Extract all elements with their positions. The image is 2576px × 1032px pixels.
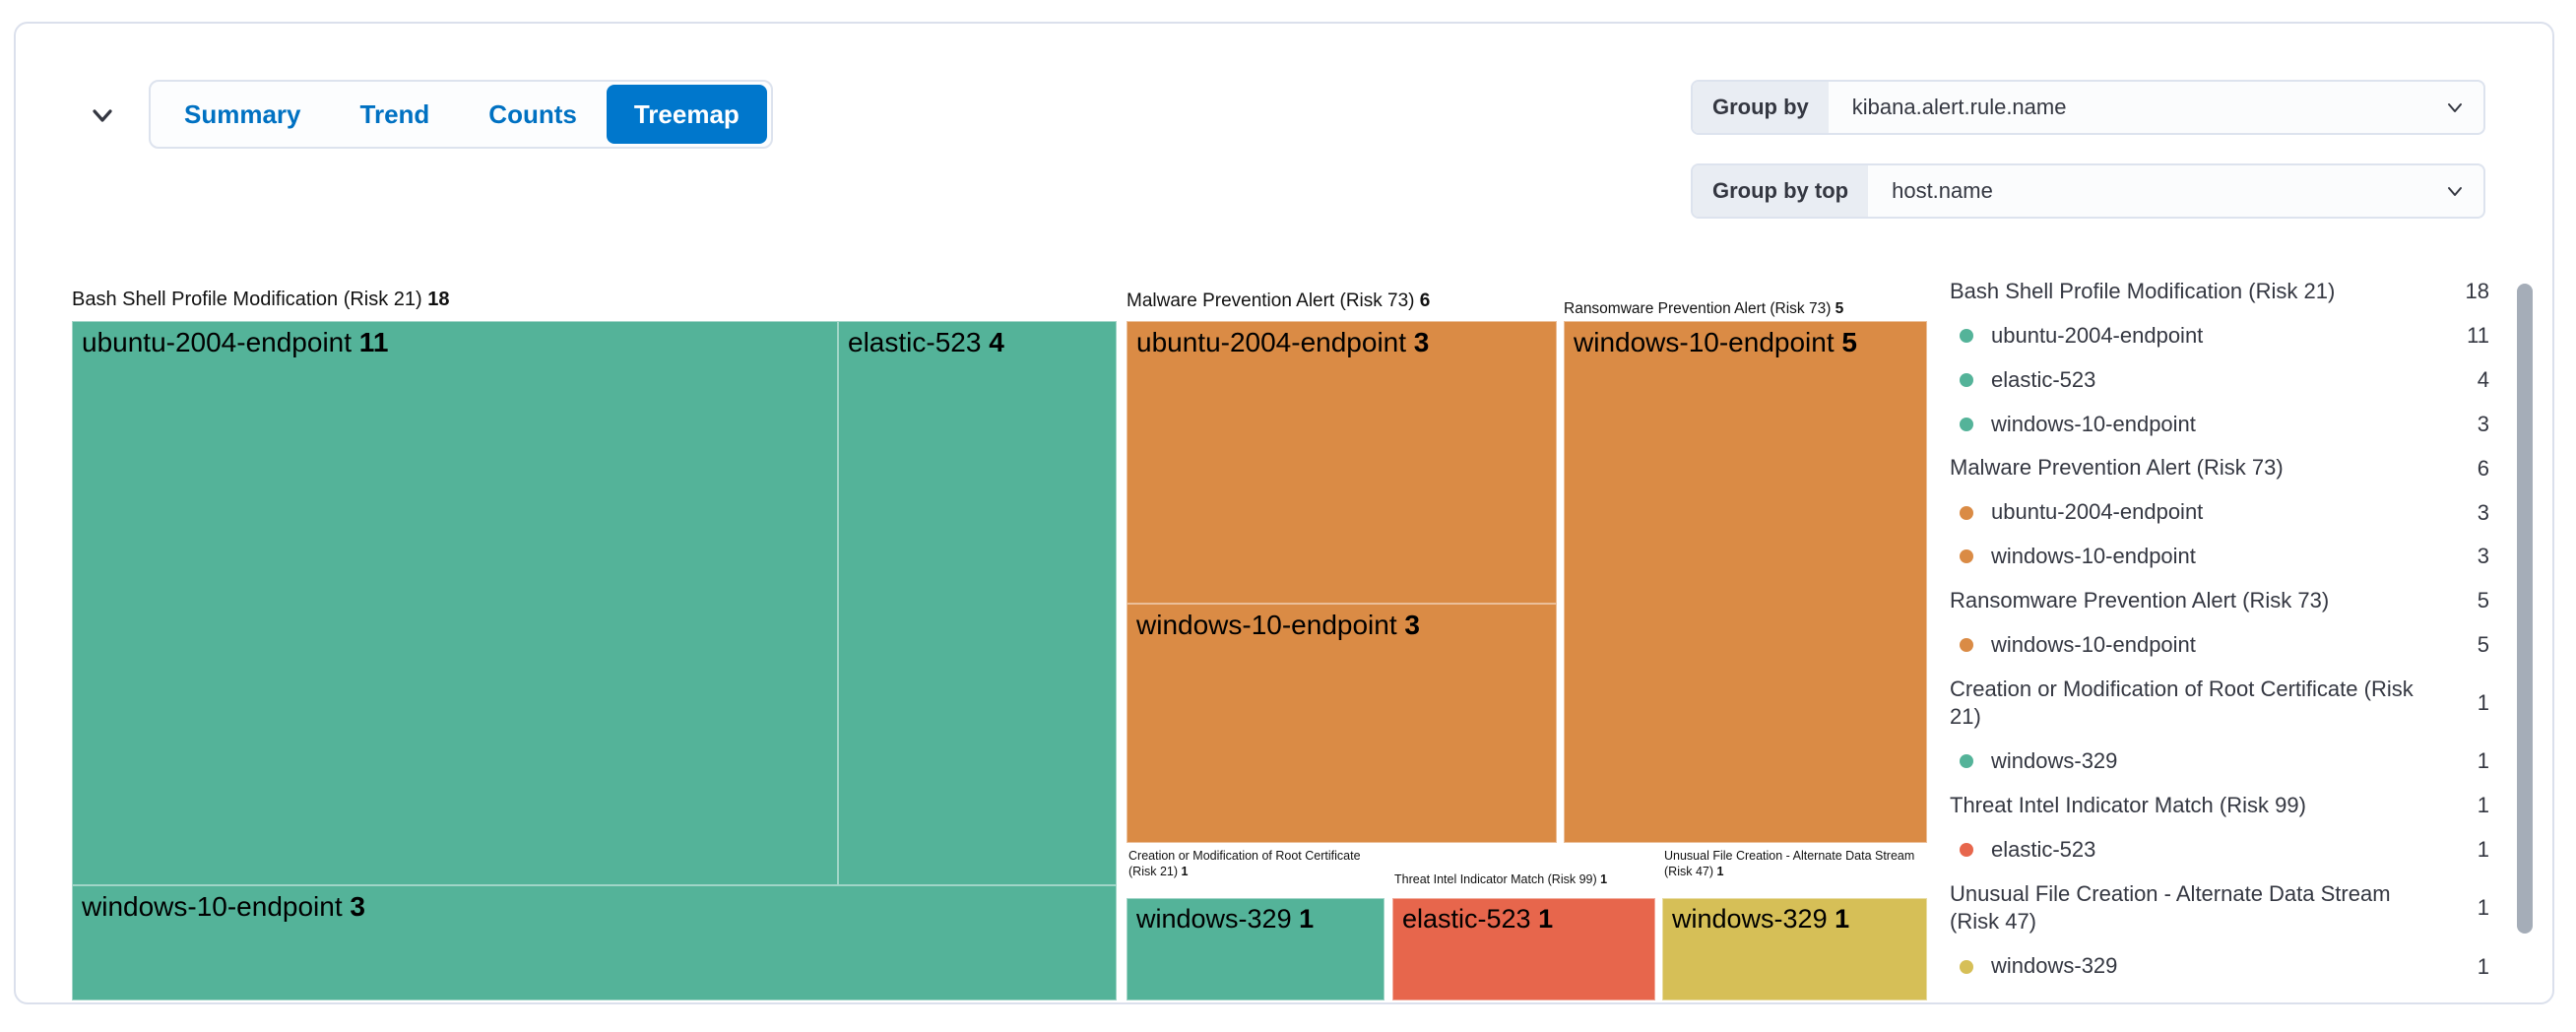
treemap-group: elastic-523 1 bbox=[1392, 898, 1655, 1000]
treemap-cell[interactable]: windows-10-endpoint 3 bbox=[72, 885, 1117, 1000]
collapse-toggle-button[interactable] bbox=[81, 95, 124, 138]
legend-group-value: 1 bbox=[2477, 895, 2489, 921]
treemap-cell[interactable]: windows-10-endpoint 3 bbox=[1127, 604, 1557, 843]
chevron-down-icon bbox=[2444, 165, 2483, 217]
treemap-cell[interactable]: windows-329 1 bbox=[1127, 898, 1385, 1000]
legend-group-item[interactable]: Unusual File Creation - Alternate Data S… bbox=[1950, 880, 2489, 936]
legend-group-value: 5 bbox=[2477, 588, 2489, 613]
legend-item[interactable]: windows-10-endpoint 5 bbox=[1950, 631, 2489, 660]
alerts-treemap-chart: Bash Shell Profile Modification (Risk 21… bbox=[72, 272, 1927, 1000]
group-by-top-label: Group by top bbox=[1693, 165, 1869, 217]
legend-item-value: 3 bbox=[2477, 499, 2489, 525]
legend-item-label: windows-10-endpoint bbox=[1991, 411, 2196, 436]
legend-color-dot bbox=[1960, 505, 1973, 520]
treemap-group: windows-10-endpoint 5 bbox=[1564, 321, 1927, 843]
legend-item[interactable]: elastic-523 4 bbox=[1950, 366, 2489, 395]
legend-item[interactable]: ubuntu-2004-endpoint 3 bbox=[1950, 498, 2489, 527]
legend-group-value: 18 bbox=[2465, 279, 2489, 304]
legend-group-item[interactable]: Malware Prevention Alert (Risk 73) 6 bbox=[1950, 454, 2489, 483]
legend-group-value: 1 bbox=[2477, 690, 2489, 716]
group-by-label: Group by bbox=[1693, 82, 1829, 133]
legend-item-label: ubuntu-2004-endpoint bbox=[1991, 499, 2204, 525]
legend-color-dot bbox=[1960, 329, 1973, 344]
legend-item-label: windows-329 bbox=[1991, 748, 2118, 774]
legend-item-value: 5 bbox=[2477, 632, 2489, 658]
tab-counts[interactable]: Counts bbox=[459, 85, 607, 144]
tab-treemap[interactable]: Treemap bbox=[606, 85, 767, 144]
chevron-down-icon bbox=[87, 99, 118, 134]
legend-color-dot bbox=[1960, 417, 1973, 431]
legend-color-dot bbox=[1960, 373, 1973, 388]
legend-group-label: Ransomware Prevention Alert (Risk 73) bbox=[1950, 588, 2330, 613]
legend-item-value: 1 bbox=[2477, 837, 2489, 863]
treemap-group: windows-329 1 bbox=[1662, 898, 1927, 1000]
legend-item-label: windows-10-endpoint bbox=[1991, 544, 2196, 569]
legend-item-value: 4 bbox=[2477, 367, 2489, 393]
legend-item[interactable]: elastic-523 1 bbox=[1950, 836, 2489, 865]
treemap-group-label: Ransomware Prevention Alert (Risk 73) 5 bbox=[1564, 300, 1844, 317]
view-selector-tab-group: Summary Trend Counts Treemap bbox=[149, 80, 773, 149]
legend-color-dot bbox=[1960, 754, 1973, 769]
legend-item-label: elastic-523 bbox=[1991, 366, 2096, 392]
legend-group-item[interactable]: Ransomware Prevention Alert (Risk 73) 5 bbox=[1950, 587, 2489, 615]
legend-group-item[interactable]: Bash Shell Profile Modification (Risk 21… bbox=[1950, 278, 2489, 306]
legend-item-value: 11 bbox=[2467, 323, 2489, 349]
legend-group-value: 6 bbox=[2477, 455, 2489, 481]
chevron-down-icon bbox=[2444, 82, 2483, 133]
legend-group-label: Malware Prevention Alert (Risk 73) bbox=[1950, 455, 2284, 481]
treemap-group-label: Threat Intel Indicator Match (Risk 99) 1 bbox=[1394, 872, 1608, 886]
legend-item-label: elastic-523 bbox=[1991, 836, 2096, 862]
alerts-visualization-panel: Summary Trend Counts Treemap Group by ki… bbox=[14, 22, 2554, 1004]
legend-item-value: 1 bbox=[2477, 953, 2489, 979]
treemap-group-label: Malware Prevention Alert (Risk 73) 6 bbox=[1127, 290, 1431, 311]
legend-item[interactable]: windows-10-endpoint 3 bbox=[1950, 411, 2489, 439]
group-by-top-value: host.name bbox=[1892, 178, 1993, 203]
treemap-cell[interactable]: ubuntu-2004-endpoint 3 bbox=[1127, 321, 1557, 604]
legend-scrollbar-thumb[interactable] bbox=[2517, 284, 2533, 934]
legend-group-label: Bash Shell Profile Modification (Risk 21… bbox=[1950, 279, 2336, 303]
treemap-legend: Bash Shell Profile Modification (Risk 21… bbox=[1950, 278, 2489, 981]
treemap-cell[interactable]: elastic-523 1 bbox=[1392, 898, 1655, 1000]
legend-item-label: windows-329 bbox=[1991, 953, 2118, 979]
legend-item-value: 1 bbox=[2477, 748, 2489, 774]
legend-group-item[interactable]: Threat Intel Indicator Match (Risk 99) 1 bbox=[1950, 792, 2489, 820]
legend-item[interactable]: windows-329 1 bbox=[1950, 747, 2489, 776]
legend-item-label: windows-10-endpoint bbox=[1991, 631, 2196, 657]
treemap-group: ubuntu-2004-endpoint 11 elastic-523 4 wind… bbox=[72, 321, 1117, 1000]
legend-item-label: ubuntu-2004-endpoint bbox=[1991, 322, 2204, 348]
tab-trend[interactable]: Trend bbox=[331, 85, 460, 144]
legend-group-item[interactable]: Creation or Modification of Root Certifi… bbox=[1950, 676, 2489, 732]
treemap-cell[interactable]: elastic-523 4 bbox=[838, 321, 1117, 885]
treemap-cell[interactable]: windows-329 1 bbox=[1662, 898, 1927, 1000]
legend-item[interactable]: windows-10-endpoint 3 bbox=[1950, 543, 2489, 571]
legend-color-dot bbox=[1960, 959, 1973, 974]
treemap-group-label: Unusual File Creation - Alternate Data S… bbox=[1664, 849, 1915, 878]
treemap-group-label: Creation or Modification of Root Certifi… bbox=[1128, 849, 1361, 878]
legend-group-value: 1 bbox=[2477, 793, 2489, 818]
legend-item-value: 3 bbox=[2477, 411, 2489, 436]
group-by-select[interactable]: Group by kibana.alert.rule.name bbox=[1691, 80, 2485, 135]
treemap-group-label: Bash Shell Profile Modification (Risk 21… bbox=[72, 289, 450, 310]
legend-group-label: Unusual File Creation - Alternate Data S… bbox=[1950, 880, 2391, 935]
legend-item[interactable]: windows-329 1 bbox=[1950, 952, 2489, 981]
legend-group-label: Threat Intel Indicator Match (Risk 99) bbox=[1950, 793, 2306, 818]
group-by-top-select[interactable]: Group by top host.name bbox=[1691, 163, 2485, 219]
legend-group-label: Creation or Modification of Root Certifi… bbox=[1950, 676, 2414, 730]
tab-summary[interactable]: Summary bbox=[155, 85, 331, 144]
treemap-group: ubuntu-2004-endpoint 3 windows-10-endpoin… bbox=[1127, 321, 1557, 843]
legend-color-dot bbox=[1960, 843, 1973, 858]
legend-item-value: 3 bbox=[2477, 544, 2489, 569]
legend-color-dot bbox=[1960, 638, 1973, 653]
treemap-cell[interactable]: windows-10-endpoint 5 bbox=[1564, 321, 1927, 843]
treemap-cell[interactable]: ubuntu-2004-endpoint 11 bbox=[72, 321, 838, 885]
legend-item[interactable]: ubuntu-2004-endpoint 11 bbox=[1950, 322, 2489, 351]
legend-color-dot bbox=[1960, 549, 1973, 564]
treemap-group: windows-329 1 bbox=[1127, 898, 1385, 1000]
group-by-value: kibana.alert.rule.name bbox=[1851, 95, 2067, 119]
